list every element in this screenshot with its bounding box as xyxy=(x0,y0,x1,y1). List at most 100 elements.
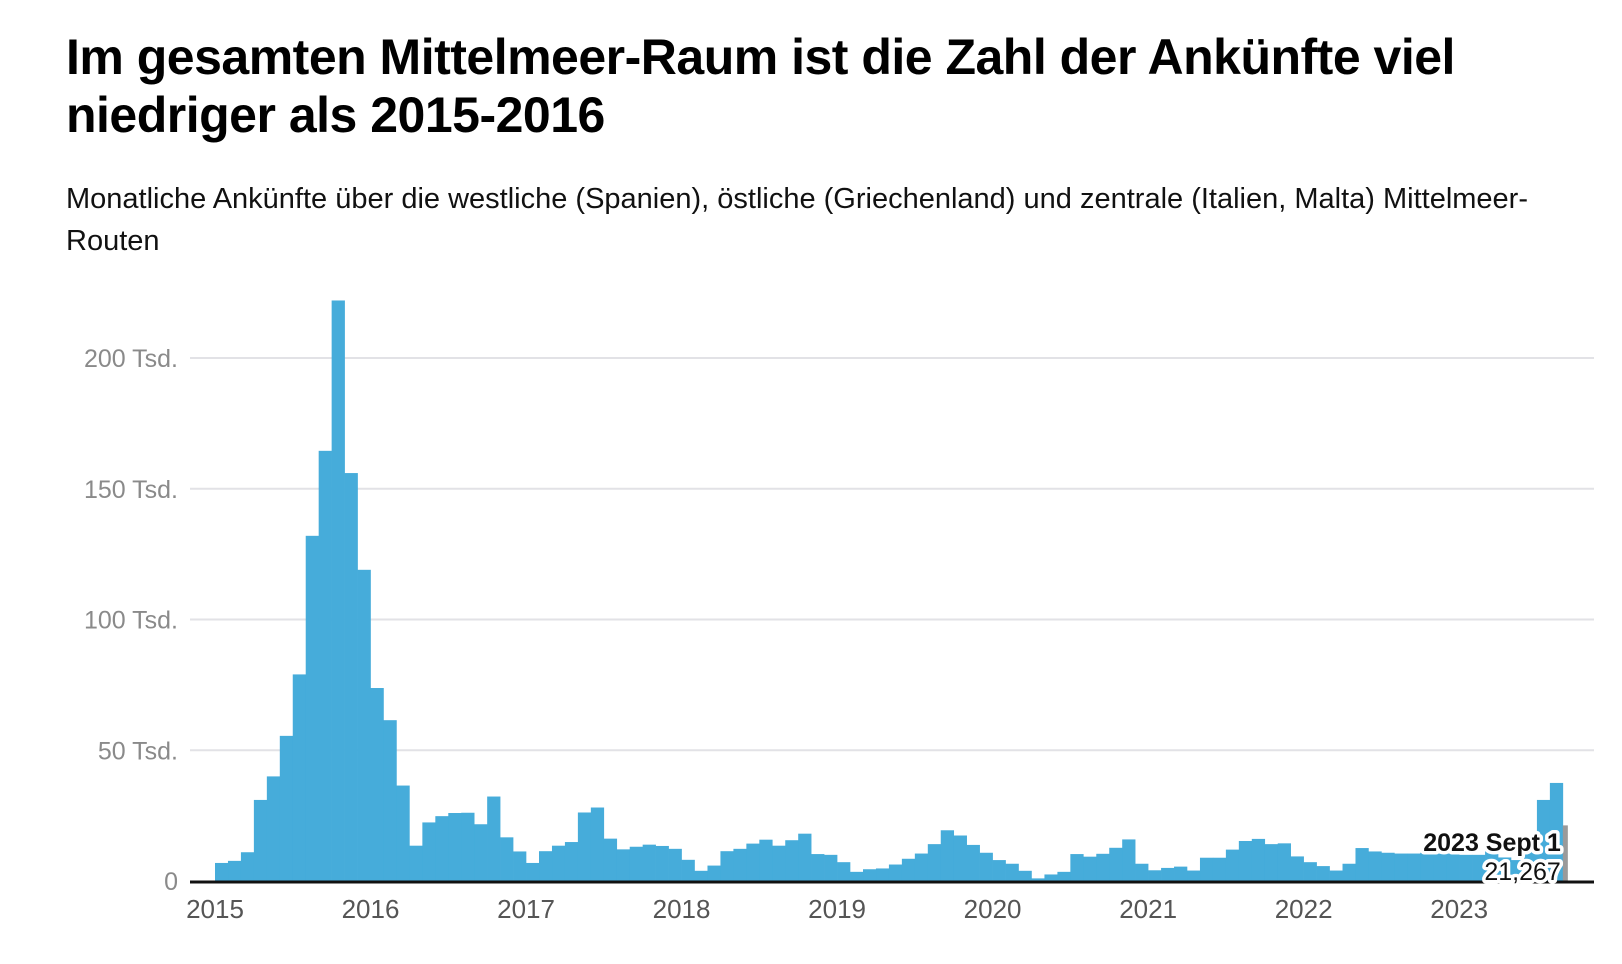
bars xyxy=(215,300,1568,882)
bar xyxy=(461,812,475,881)
bar xyxy=(526,862,540,881)
gridlines xyxy=(190,357,1594,752)
bar xyxy=(1329,870,1343,881)
bar xyxy=(694,870,708,881)
bar xyxy=(914,853,929,881)
bar xyxy=(513,851,527,881)
bar xyxy=(318,450,332,881)
bar xyxy=(344,473,358,881)
bar xyxy=(1238,840,1253,881)
bar xyxy=(720,851,734,881)
bar xyxy=(798,833,812,881)
bar xyxy=(590,807,605,881)
bar xyxy=(1368,851,1382,881)
x-tick-label: 2021 xyxy=(1119,894,1177,924)
bar xyxy=(396,785,410,881)
bar xyxy=(863,869,877,881)
bar xyxy=(1407,853,1421,881)
bar xyxy=(292,674,307,881)
bar xyxy=(707,865,721,881)
bar xyxy=(888,864,903,881)
bar xyxy=(1225,849,1240,881)
x-tick-label: 2015 xyxy=(186,894,244,924)
bar xyxy=(1161,867,1175,881)
bar xyxy=(1303,862,1317,881)
bar xyxy=(1135,863,1149,881)
bar xyxy=(1290,856,1304,881)
bar xyxy=(1264,844,1279,881)
bar xyxy=(1057,871,1071,881)
chart-subtitle: Monatliche Ankünfte über die westliche (… xyxy=(66,183,1528,257)
bar xyxy=(772,845,786,881)
bar xyxy=(215,862,229,881)
bar xyxy=(1433,853,1447,881)
bar xyxy=(1459,854,1473,881)
bar xyxy=(1083,856,1097,881)
bar xyxy=(409,845,423,881)
annotation: 2023 Sept 1 21,267 xyxy=(1420,826,1565,890)
bar xyxy=(1394,853,1408,881)
bar xyxy=(500,837,514,881)
bar xyxy=(603,838,618,881)
bar xyxy=(474,824,488,881)
bar xyxy=(681,859,695,881)
bar xyxy=(616,849,631,881)
bar xyxy=(850,871,864,881)
bar xyxy=(1251,838,1266,881)
bar xyxy=(1031,878,1045,881)
bar xyxy=(1549,782,1564,881)
bar xyxy=(1446,853,1460,881)
bar xyxy=(811,854,825,881)
bar xyxy=(1536,799,1551,881)
bar xyxy=(966,844,980,881)
bar xyxy=(746,843,760,881)
bar xyxy=(927,844,942,881)
bar xyxy=(642,844,656,881)
bar xyxy=(305,535,319,881)
y-tick-label: 50 Tsd. xyxy=(98,737,178,765)
bar xyxy=(577,812,592,881)
bar xyxy=(1472,854,1486,881)
bar xyxy=(448,813,462,881)
bar xyxy=(266,776,281,881)
bar xyxy=(1148,870,1162,881)
bar xyxy=(1562,825,1568,881)
bar xyxy=(422,822,436,881)
bar xyxy=(901,858,916,881)
bar xyxy=(1174,866,1188,881)
x-tick-label: 2019 xyxy=(808,894,866,924)
bar xyxy=(759,839,773,881)
bar xyxy=(785,840,799,881)
bar xyxy=(953,835,967,881)
bar xyxy=(1381,852,1395,881)
x-tick-label: 2017 xyxy=(497,894,555,924)
bar xyxy=(331,300,345,882)
bar xyxy=(487,796,501,881)
bar xyxy=(1420,852,1434,881)
x-tick-label: 2016 xyxy=(342,894,400,924)
bar xyxy=(940,830,955,881)
bar xyxy=(1355,848,1369,881)
y-tick-label: 100 Tsd. xyxy=(84,607,178,635)
bar xyxy=(837,862,851,881)
bar xyxy=(1277,843,1291,881)
bar xyxy=(383,720,397,881)
bar xyxy=(564,842,579,881)
annotation-label: 2023 Sept 1 xyxy=(1423,829,1561,857)
bar xyxy=(655,845,669,881)
x-axis-ticks: 2015 2016 2017 2018 2019 2020 2021 2022 2023 xyxy=(186,894,1488,924)
bar xyxy=(992,860,1006,881)
bar xyxy=(357,569,371,881)
bar xyxy=(1316,866,1330,881)
y-tick-label: 150 Tsd. xyxy=(84,476,178,504)
bar xyxy=(279,735,294,881)
bar xyxy=(875,868,890,881)
bar xyxy=(1018,870,1032,881)
bar xyxy=(1342,863,1356,881)
x-tick-label: 2023 xyxy=(1430,894,1488,924)
bar xyxy=(240,852,255,881)
bar xyxy=(1523,849,1538,881)
bar xyxy=(1498,857,1512,881)
bar xyxy=(1005,863,1019,881)
